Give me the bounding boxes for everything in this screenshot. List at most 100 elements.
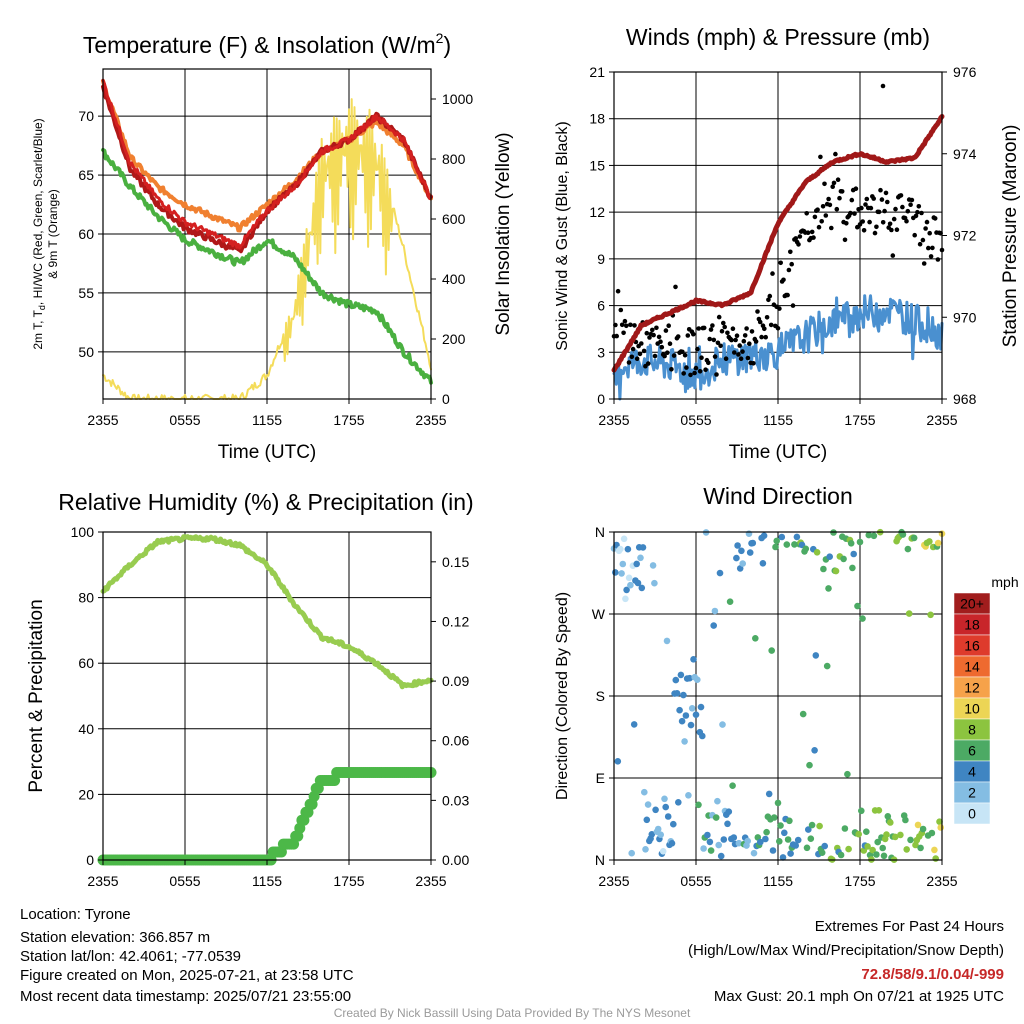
- gust-point: [920, 237, 926, 243]
- gust-point: [615, 288, 621, 294]
- direction-point: [716, 569, 724, 577]
- gust-point: [654, 325, 659, 331]
- direction-point: [746, 549, 754, 556]
- direction-point: [725, 808, 733, 815]
- direction-point: [735, 839, 743, 847]
- direction-point: [749, 539, 757, 547]
- direction-point: [700, 845, 707, 852]
- gust-point: [778, 260, 783, 266]
- gust-point: [909, 197, 915, 203]
- gust-point: [768, 322, 774, 328]
- gust-point: [614, 333, 619, 339]
- direction-point: [622, 595, 629, 603]
- gust-point: [831, 180, 837, 186]
- winds-ytick-label: 0: [597, 391, 605, 407]
- direction-point: [694, 676, 701, 683]
- direction-point: [832, 567, 840, 575]
- gust-point: [889, 227, 894, 233]
- direction-point: [807, 835, 815, 842]
- gust-point: [826, 196, 831, 202]
- gust-point: [662, 353, 667, 359]
- direction-point: [659, 848, 667, 855]
- gust-point: [874, 224, 879, 230]
- gust-point: [669, 367, 674, 372]
- humidity-gridlines: [103, 532, 431, 860]
- direction-point: [905, 610, 913, 617]
- direction-point: [643, 816, 651, 824]
- direction-point: [837, 851, 845, 859]
- gust-point: [833, 151, 838, 157]
- temperature-ytick-label: 55: [78, 285, 94, 301]
- gust-point: [880, 220, 886, 225]
- temperature-xlabel: Time (UTC): [218, 442, 317, 463]
- footer-created: Figure created on Mon, 2025-07-21, at 23…: [20, 967, 354, 984]
- direction-point: [759, 560, 767, 567]
- winds-xtick-label: 1755: [844, 412, 875, 428]
- direction-ytick-label: N: [595, 524, 605, 540]
- pressure-y2tick-label: 968: [953, 391, 977, 407]
- gust-point: [927, 230, 932, 236]
- insolation-y2tick-label: 400: [442, 271, 466, 287]
- direction-point: [760, 532, 768, 539]
- direction-point: [806, 761, 813, 769]
- winds-xtick-label: 0555: [680, 412, 711, 428]
- gust-point: [753, 339, 759, 344]
- max-gust-point: [880, 83, 886, 89]
- winds-xtick-label: 1155: [763, 412, 793, 428]
- direction-point: [793, 533, 801, 541]
- gust-point: [624, 323, 629, 329]
- gust-point: [797, 234, 803, 239]
- humidity-xtick-label: 0555: [169, 873, 200, 889]
- gust-point: [681, 371, 686, 376]
- gust-point: [688, 372, 693, 378]
- direction-point: [849, 564, 856, 572]
- gust-point: [848, 210, 853, 216]
- insolation-y2tick-label: 1000: [442, 91, 473, 107]
- gust-point: [879, 197, 885, 202]
- gust-point: [818, 154, 823, 160]
- gust-point: [928, 254, 934, 259]
- direction-point: [634, 579, 642, 587]
- direction-point: [903, 846, 910, 853]
- gust-point: [898, 193, 904, 198]
- direction-point: [714, 797, 721, 805]
- direction-point: [612, 569, 619, 576]
- gust-point: [777, 306, 782, 311]
- direction-point: [818, 849, 826, 856]
- insolation-y2tick-label: 800: [442, 151, 466, 167]
- gust-point: [820, 204, 826, 209]
- winds-x-ticks: 2355 0555 1155 1755 2355: [598, 399, 958, 428]
- gust-point: [849, 197, 855, 203]
- direction-point: [726, 598, 734, 605]
- winds-ytick-label: 21: [589, 64, 605, 80]
- direction-point: [907, 836, 914, 844]
- gust-point: [793, 236, 799, 241]
- humidity-ytick-label: 40: [78, 721, 94, 737]
- gust-point: [707, 336, 712, 342]
- direction-point: [687, 721, 695, 729]
- direction-xtick-label: 2355: [926, 873, 957, 889]
- direction-point: [763, 828, 770, 836]
- gust-point: [796, 242, 801, 247]
- legend-label: 16: [964, 638, 980, 654]
- precip-y2tick-label: 0.12: [442, 613, 469, 629]
- gust-point: [632, 323, 637, 328]
- legend-title: mph: [991, 574, 1018, 590]
- direction-ylabel: Direction (Colored By Speed): [554, 592, 571, 800]
- direction-point: [772, 543, 779, 551]
- gust-point: [699, 355, 704, 361]
- gust-point: [935, 257, 941, 262]
- gust-point: [762, 326, 767, 332]
- gust-point: [651, 332, 656, 338]
- direction-x-ticks: 2355 0555 1155 1755 2355: [598, 860, 958, 889]
- gust-point: [835, 177, 841, 182]
- humidity-series: [97, 534, 437, 866]
- insolation-y2tick-label: 600: [442, 211, 466, 227]
- gust-point: [759, 334, 764, 340]
- temperature-ytick-label: 65: [78, 167, 94, 183]
- gust-point: [921, 261, 927, 266]
- gust-point: [741, 338, 747, 344]
- direction-point: [859, 615, 866, 622]
- direction-point: [686, 674, 693, 682]
- direction-point: [672, 676, 680, 684]
